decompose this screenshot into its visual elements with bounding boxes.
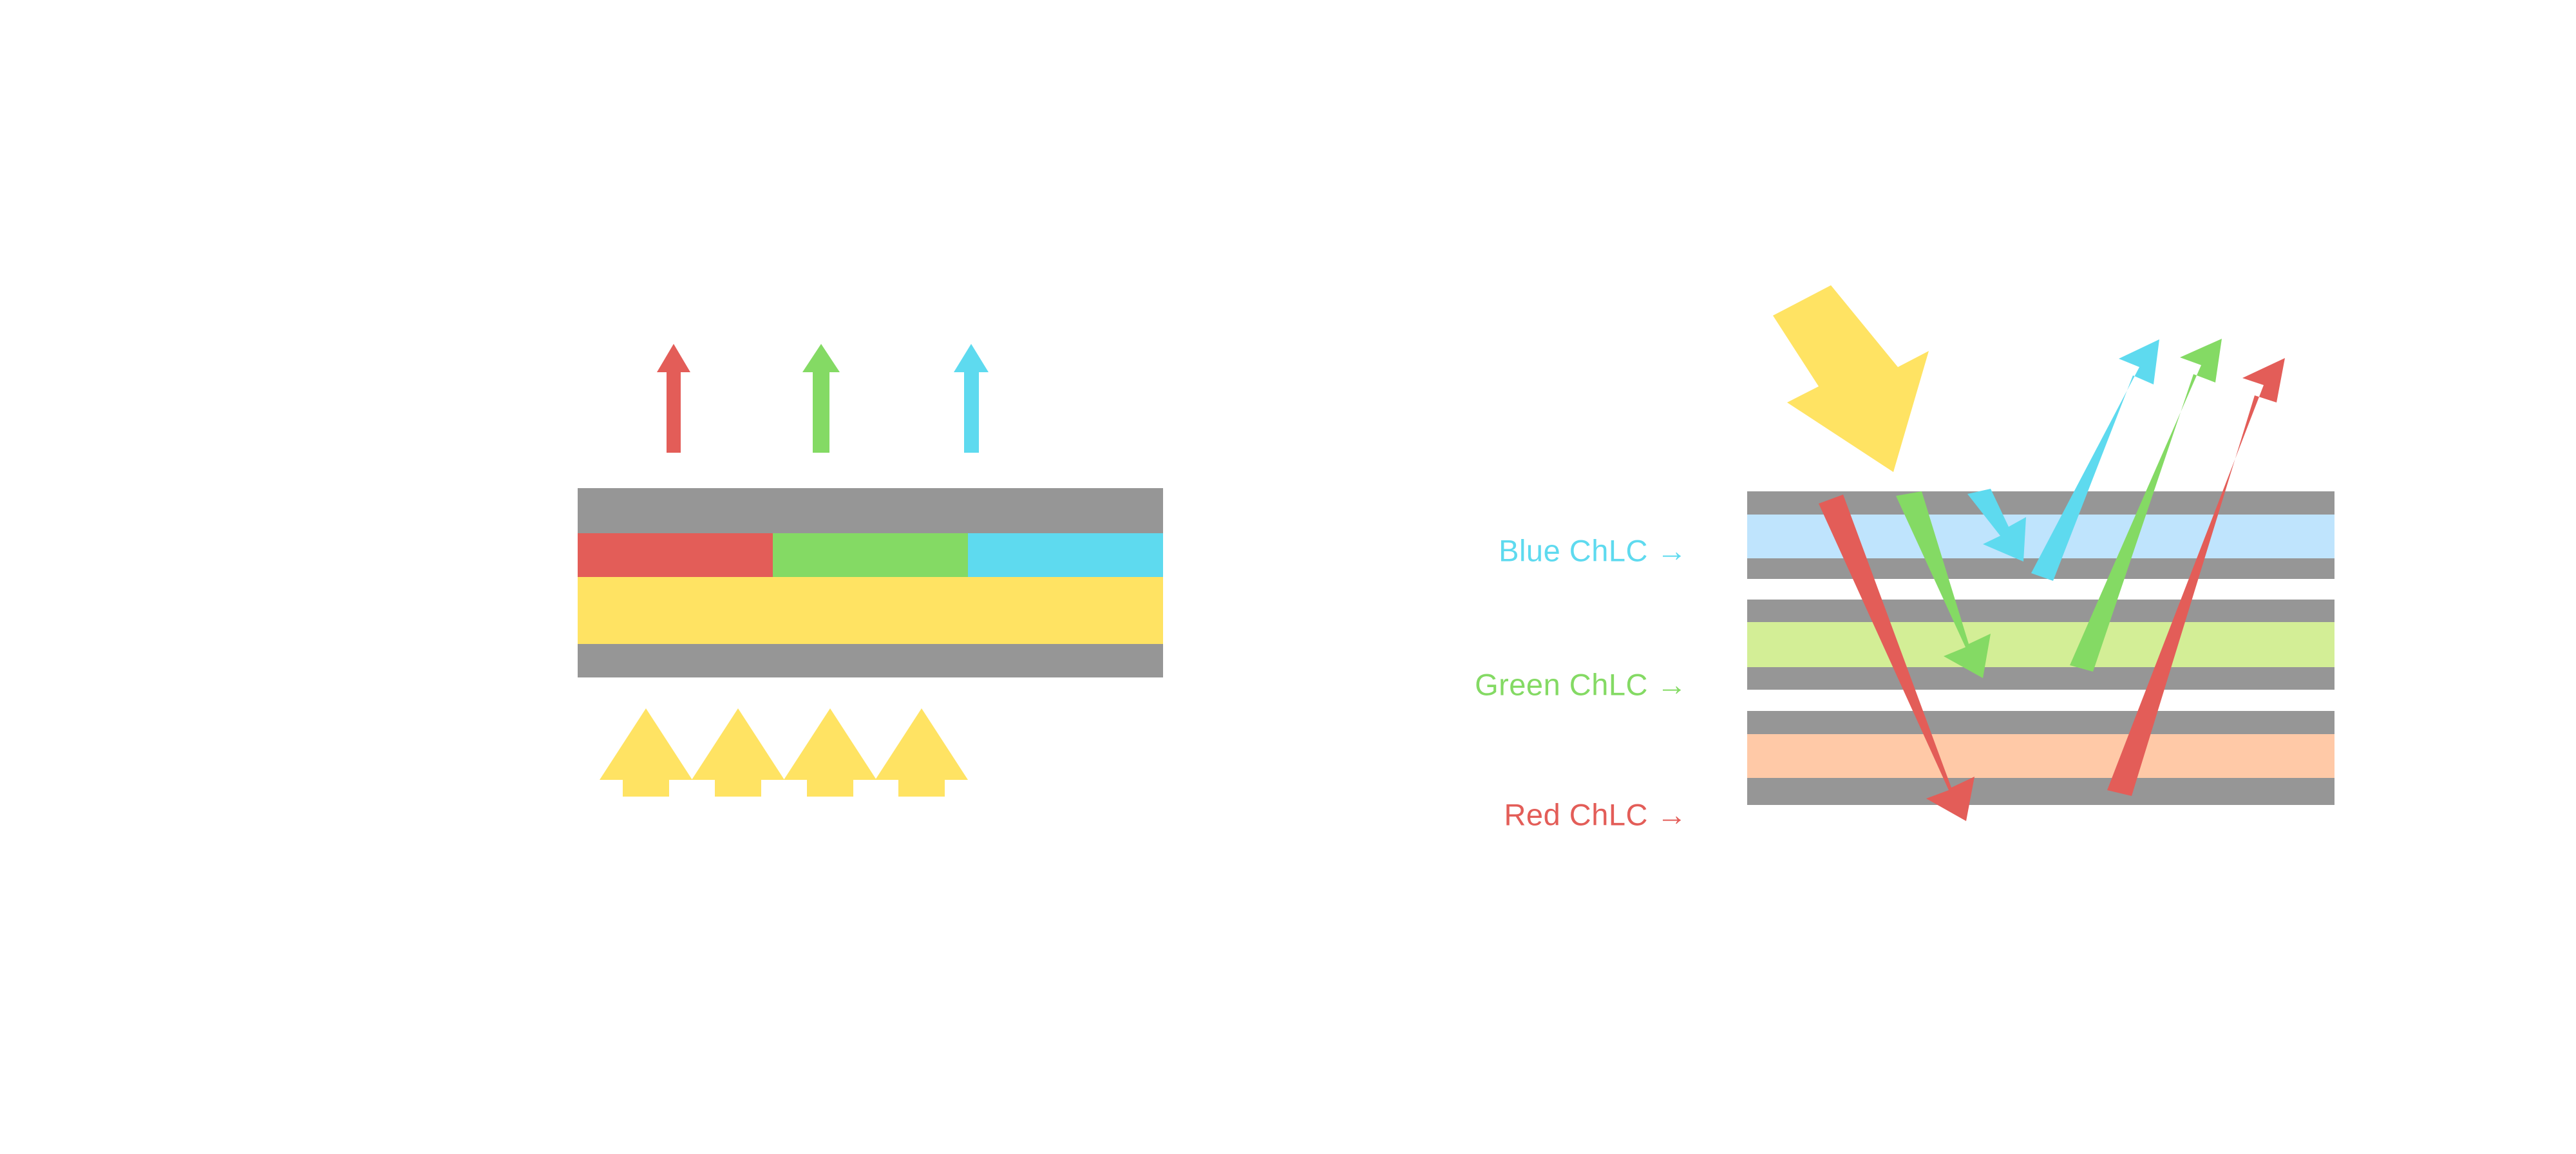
red-emitted-arrow: [657, 344, 690, 453]
stack-layer-white-gap-2: [1747, 690, 2334, 711]
green-chlc-label-text: Green ChLC: [1475, 667, 1648, 702]
backlight-arrow-4: [875, 708, 968, 797]
cyan-filter-segment: [968, 533, 1163, 577]
left-stack-layers: [578, 488, 1163, 677]
red-chlc-arrow-icon: →: [1656, 797, 1687, 832]
cyan-ray-up: [2031, 339, 2159, 581]
blue-chlc-label-text: Blue ChLC: [1499, 533, 1648, 568]
stack-layer-gray-5: [1747, 711, 2334, 734]
green-ray-down: [1896, 491, 1991, 678]
stack-layer-green-chlc: [1747, 622, 2334, 667]
stack-layer-white-gap-1: [1747, 579, 2334, 600]
green-emitted-arrow: [802, 344, 840, 453]
stack-layer-gray-3: [1747, 600, 2334, 622]
green-chlc-arrow-icon: →: [1656, 667, 1687, 702]
green-filter-segment: [773, 533, 968, 577]
red-chlc-label-text: Red ChLC: [1504, 797, 1648, 832]
incident-white-light-arrow: [1773, 285, 1929, 472]
stack-layer-red-chlc: [1747, 734, 2334, 778]
red-filter-segment: [578, 533, 773, 577]
transmitted-rays: [1819, 489, 2026, 821]
red-ray-up: [2107, 358, 2285, 796]
emitted-light-arrows: [657, 344, 989, 453]
green-ray-up: [2070, 339, 2222, 672]
backlight-arrow-1: [600, 708, 692, 797]
blue-chlc-label: Blue ChLC →: [1410, 533, 1687, 569]
green-chlc-label: Green ChLC →: [1385, 667, 1687, 703]
backlight-arrow-2: [692, 708, 784, 797]
cyan-emitted-arrow: [954, 344, 989, 453]
blue-chlc-arrow-icon: →: [1656, 533, 1687, 568]
backlight-arrows: [600, 708, 968, 797]
left-backlight-layer: [578, 577, 1163, 644]
stack-layer-gray-4: [1747, 667, 2334, 690]
left-bottom-electrode: [578, 644, 1163, 677]
red-chlc-label: Red ChLC →: [1410, 797, 1687, 833]
stack-layer-gray-6: [1747, 778, 2334, 805]
red-ray-down: [1819, 495, 1975, 821]
backlight-arrow-3: [784, 708, 876, 797]
cyan-ray-down: [1967, 489, 2026, 562]
reflected-rays: [2031, 339, 2285, 796]
left-top-electrode: [578, 488, 1163, 533]
